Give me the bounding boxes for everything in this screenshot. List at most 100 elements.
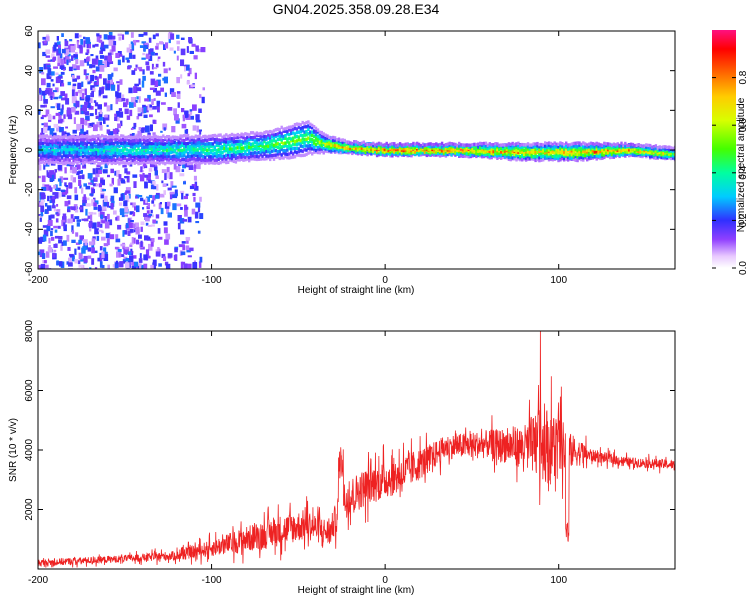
noise-cell bbox=[152, 106, 157, 110]
ridge-cell bbox=[183, 134, 186, 138]
ridge-cell bbox=[122, 154, 125, 159]
ridge-cell bbox=[410, 151, 413, 155]
ridge-cell bbox=[494, 152, 497, 156]
ridge-cell bbox=[133, 161, 136, 165]
ridge-cell bbox=[622, 143, 625, 148]
noise-cell bbox=[90, 179, 94, 186]
ridge-cell bbox=[206, 148, 209, 152]
ridge-cell bbox=[513, 146, 516, 150]
noise-cell bbox=[85, 185, 91, 190]
ridge-cell bbox=[143, 151, 146, 156]
ridge-cell bbox=[129, 141, 132, 146]
noise-cell bbox=[177, 102, 180, 108]
noise-cell bbox=[140, 174, 145, 182]
ridge-cell bbox=[238, 139, 241, 143]
ridge-cell bbox=[437, 151, 440, 156]
ridge-cell bbox=[666, 149, 669, 153]
ridge-cell bbox=[219, 141, 222, 145]
ridge-cell bbox=[45, 154, 48, 158]
noise-cell bbox=[125, 57, 130, 60]
ridge-cell bbox=[112, 150, 115, 154]
noise-cell bbox=[74, 110, 80, 115]
ridge-cell bbox=[307, 151, 310, 155]
ridge-cell bbox=[135, 156, 138, 160]
ridge-cell bbox=[440, 149, 444, 153]
ridge-cell bbox=[599, 143, 602, 147]
noise-cell bbox=[136, 96, 139, 100]
ridge-cell bbox=[228, 144, 232, 148]
ridge-cell bbox=[185, 144, 188, 148]
ridge-cell bbox=[244, 151, 247, 156]
ridge-cell bbox=[110, 148, 113, 153]
noise-cell bbox=[49, 174, 55, 182]
ridge-cell bbox=[122, 145, 125, 149]
ridge-cell bbox=[305, 129, 308, 134]
ridge-cell bbox=[101, 147, 104, 152]
noise-cell bbox=[59, 176, 63, 183]
noise-cell bbox=[89, 123, 92, 126]
ridge-cell bbox=[524, 156, 528, 160]
ridge-cell bbox=[39, 145, 43, 149]
ridge-cell bbox=[389, 144, 392, 149]
noise-cell bbox=[153, 186, 157, 190]
noise-cell bbox=[61, 48, 66, 54]
ridge-cell bbox=[118, 162, 121, 166]
ridge-cell bbox=[353, 144, 356, 148]
ridge-cell bbox=[217, 141, 220, 145]
ridge-cell bbox=[225, 144, 228, 148]
ridge-cell bbox=[437, 143, 440, 147]
ridge-cell bbox=[253, 145, 257, 149]
noise-cell bbox=[143, 106, 147, 114]
ridge-cell bbox=[125, 158, 129, 162]
noise-cell bbox=[184, 204, 188, 212]
ridge-cell bbox=[135, 148, 138, 153]
ridge-cell bbox=[341, 140, 344, 145]
noise-cell bbox=[148, 55, 153, 61]
ridge-cell bbox=[188, 147, 192, 151]
ridge-cell bbox=[563, 143, 566, 147]
noise-cell bbox=[147, 214, 152, 218]
noise-cell bbox=[146, 205, 150, 210]
ridge-cell bbox=[269, 136, 272, 140]
ridge-cell bbox=[38, 138, 41, 142]
ridge-cell bbox=[43, 134, 47, 138]
noise-cell bbox=[141, 127, 145, 133]
ridge-cell bbox=[301, 153, 304, 158]
ridge-cell bbox=[297, 149, 301, 154]
ridge-cell bbox=[144, 144, 148, 149]
noise-cell bbox=[102, 95, 108, 99]
ridge-cell bbox=[276, 137, 280, 142]
noise-cell bbox=[195, 202, 201, 208]
ridge-cell bbox=[599, 152, 602, 156]
ridge-cell bbox=[383, 147, 386, 152]
ridge-cell bbox=[64, 157, 68, 161]
ridge-cell bbox=[612, 142, 616, 146]
ridge-cell bbox=[582, 156, 585, 160]
ridge-cell bbox=[89, 157, 92, 162]
ridge-cell bbox=[534, 154, 537, 158]
ridge-cell bbox=[188, 157, 192, 162]
ridge-cell bbox=[272, 138, 276, 143]
ridge-cell bbox=[125, 135, 129, 140]
ridge-cell bbox=[284, 152, 287, 156]
ridge-cell bbox=[91, 156, 94, 161]
ridge-cell bbox=[198, 151, 201, 156]
noise-cell bbox=[53, 44, 57, 52]
noise-cell bbox=[54, 169, 58, 173]
ridge-cell bbox=[232, 133, 236, 138]
ridge-cell bbox=[154, 154, 157, 158]
ridge-cell bbox=[38, 158, 41, 162]
noise-cell bbox=[174, 189, 178, 196]
ridge-cell bbox=[146, 134, 150, 139]
ridge-cell bbox=[259, 147, 262, 152]
ridge-cell bbox=[76, 147, 79, 151]
ridge-cell bbox=[70, 156, 73, 160]
ridge-cell bbox=[526, 147, 530, 151]
ridge-cell bbox=[217, 150, 220, 154]
noise-cell bbox=[166, 166, 170, 174]
ridge-cell bbox=[202, 158, 205, 162]
ridge-cell bbox=[244, 145, 247, 149]
ridge-cell bbox=[572, 157, 575, 162]
noise-cell bbox=[176, 55, 179, 61]
ridge-cell bbox=[370, 143, 373, 147]
